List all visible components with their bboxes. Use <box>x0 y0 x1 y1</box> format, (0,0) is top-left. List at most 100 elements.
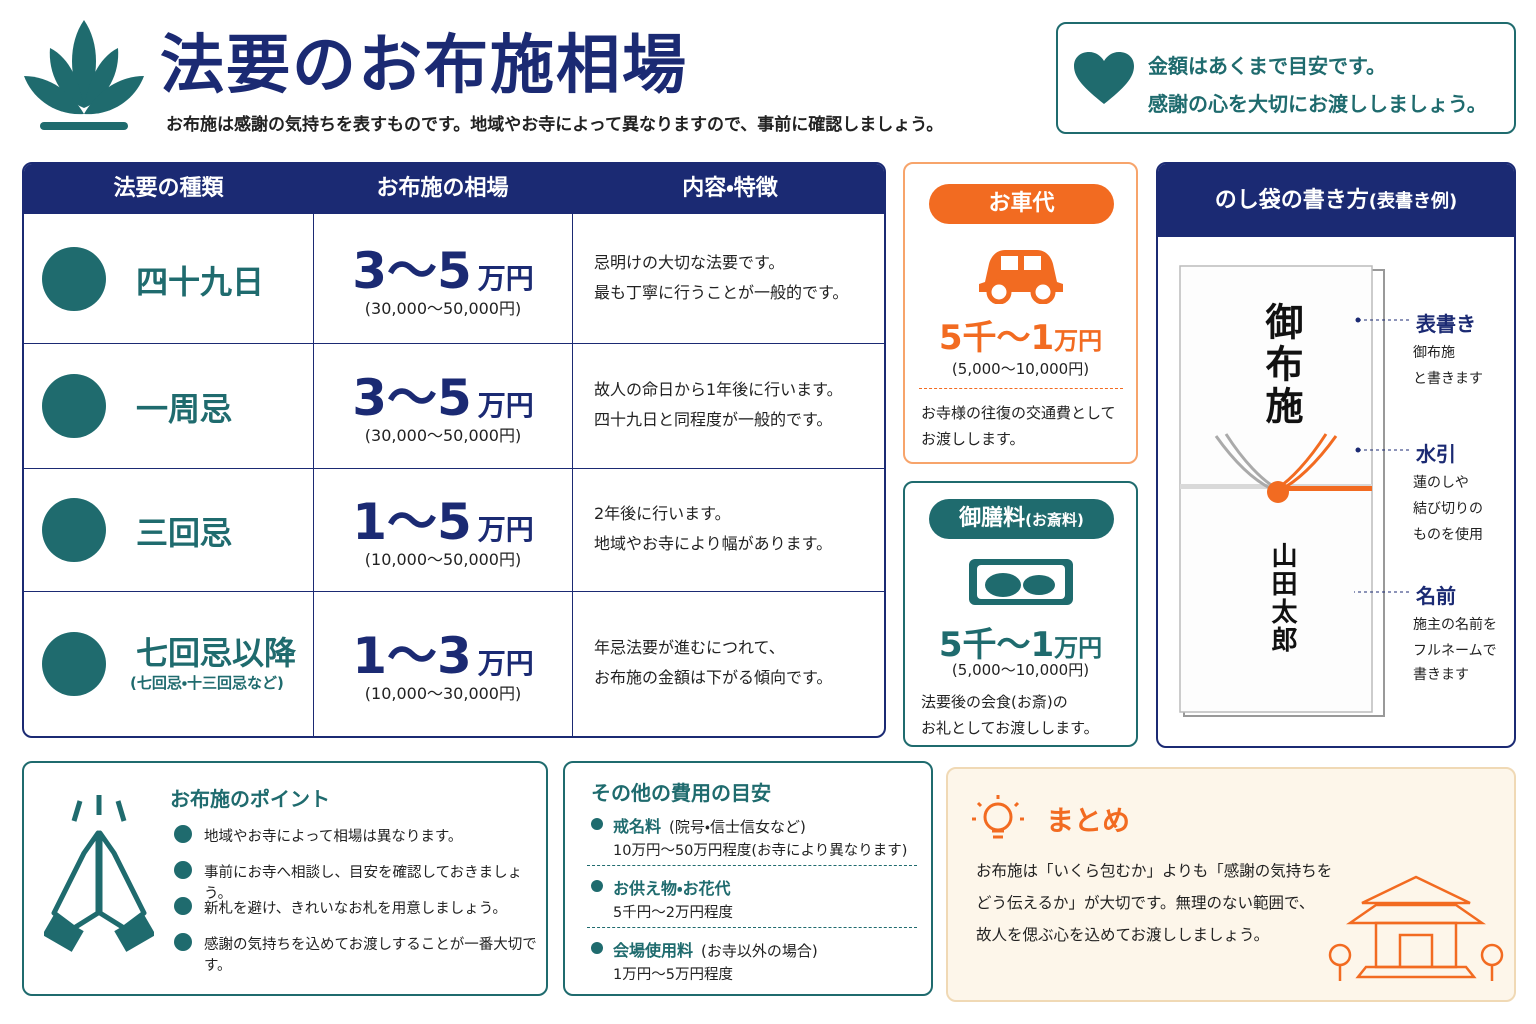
table-header: 法要の種類 <box>24 164 313 214</box>
subtitle: お布施は感謝の気持ちを表すものです。地域やお寺によって異なりますので、事前に確認… <box>166 115 944 135</box>
row-description: 年忌法要が進むにつれて、 <box>594 637 785 657</box>
row-amount: 3〜5 万円 <box>314 358 572 430</box>
envelope-name: 山田太郎 <box>1267 542 1297 654</box>
row-type-note: (七回忌・十三回忌など) <box>130 673 284 692</box>
annotation-leaders <box>1354 317 1412 593</box>
unit: 万円 <box>477 646 534 680</box>
heart-icon <box>1074 52 1134 104</box>
amount: 3〜5 <box>352 368 472 427</box>
meal-icon <box>969 559 1073 605</box>
check-icon <box>174 933 192 951</box>
costs-title: その他の費用の目安 <box>591 781 771 805</box>
row-description: 忌明けの大切な法要です。 <box>594 252 785 272</box>
meal-fee-box: 御膳料(お斎料) 5千〜1万円 (5,000〜10,000円) 法要後の会食(お… <box>903 481 1138 747</box>
point-item: 新札を避け、きれいなお札を用意しましょう。 <box>204 901 507 917</box>
unit: 万円 <box>477 261 534 295</box>
meal-fee-amount: 5千〜1万円 <box>905 617 1136 666</box>
cost-name: 戒名料 <box>613 817 662 836</box>
label-note: (お斎料) <box>1025 511 1084 529</box>
column-divider <box>313 164 314 736</box>
unit: 万円 <box>1054 634 1103 662</box>
annotation-text: と書きます <box>1413 371 1483 387</box>
row-icon <box>42 631 106 696</box>
car-fee-range: (5,000〜10,000円) <box>951 360 1090 378</box>
row-divider <box>24 343 884 344</box>
column-divider <box>572 164 573 736</box>
annotation-label: 水引 <box>1416 442 1456 466</box>
summary-box: まとめ お布施は「いくら包むか」よりも「感謝の気持ちを どう伝えるか」が大切です… <box>946 767 1516 1002</box>
praying-hands-icon <box>44 795 154 952</box>
row-type: 三回忌 <box>136 513 233 552</box>
cost-note: (お寺以外の場合) <box>701 942 818 960</box>
amount: 5千〜1 <box>938 318 1055 358</box>
point-item: 感謝の気持ちを込めてお渡しすることが一番大切です。 <box>204 937 537 974</box>
points-box: お布施のポイント 地域やお寺によって相場は異なります。事前にお寺へ相談し、目安を… <box>22 761 548 996</box>
annotation-text: 御布施 <box>1413 345 1455 361</box>
row-icon <box>42 373 106 438</box>
cost-name-line: 戒名料 (院号・信士信女など) <box>613 813 806 837</box>
car-fee-note: お寺様の往復の交通費として <box>921 404 1116 422</box>
meal-fee-note: 法要後の会食(お斎)の <box>921 693 1068 711</box>
row-range: (30,000〜50,000円) <box>364 298 522 318</box>
cost-detail: 1万円〜5万円程度 <box>613 967 733 983</box>
divider <box>587 927 917 928</box>
bullet <box>591 880 603 892</box>
annotation-text: 書きます <box>1413 667 1469 683</box>
car-icon <box>979 250 1063 304</box>
meal-fee-range: (5,000〜10,000円) <box>951 661 1090 679</box>
annotation-text: 結び切りの <box>1413 501 1483 517</box>
title-note: (表書き例) <box>1368 191 1458 212</box>
check-icon <box>174 861 192 879</box>
temple-icon <box>1328 875 1504 981</box>
row-description: 四十九日と同程度が一般的です。 <box>594 409 833 429</box>
car-fee-amount: 5千〜1万円 <box>905 310 1136 359</box>
lotus-logo <box>24 20 144 130</box>
divider <box>919 388 1123 389</box>
annotation-text: 蓮のしや <box>1413 475 1469 491</box>
cost-detail: 5千円〜2万円程度 <box>613 905 733 921</box>
cost-name-line: 会場使用料 (お寺以外の場合) <box>613 937 818 961</box>
meal-fee-label: 御膳料(お斎料) <box>929 499 1114 539</box>
car-fee-box: お車代 5千〜1万円 (5,000〜10,000円) お寺様の往復の交通費として… <box>903 162 1138 464</box>
divider <box>587 865 917 866</box>
row-icon <box>42 246 106 311</box>
table-header: 内容・特徴 <box>572 164 884 214</box>
row-amount: 1〜3 万円 <box>314 616 572 688</box>
row-description: 2年後に行います。 <box>594 503 731 523</box>
annotation-label: 表書き <box>1416 312 1476 336</box>
row-type: 四十九日 <box>136 262 265 301</box>
noshi-title: のし袋の書き方(表書き例) <box>1158 164 1514 237</box>
row-amount: 3〜5 万円 <box>314 231 572 303</box>
row-divider <box>24 591 884 592</box>
row-icon <box>42 497 106 562</box>
amount: 1〜5 <box>352 492 472 551</box>
row-range: (30,000〜50,000円) <box>364 425 522 445</box>
cost-name: 会場使用料 <box>613 941 694 960</box>
point-item: 事前にお寺へ相談し、目安を確認しておきましょう。 <box>204 865 523 902</box>
row-description: 地域やお寺により幅があります。 <box>594 533 833 553</box>
envelope-heading: 御布施 <box>1259 302 1304 428</box>
label: 御膳料 <box>959 506 1026 531</box>
points-title: お布施のポイント <box>170 787 330 811</box>
car-fee-label: お車代 <box>929 184 1114 224</box>
unit: 万円 <box>477 512 534 546</box>
cost-name: お供え物・お花代 <box>613 879 731 898</box>
annotation-label: 名前 <box>1416 584 1456 608</box>
row-range: (10,000〜50,000円) <box>364 549 522 569</box>
point-item: 地域やお寺によって相場は異なります。 <box>204 829 463 845</box>
check-icon <box>174 897 192 915</box>
notice-box: 金額はあくまで目安です。 感謝の心を大切にお渡ししましょう。 <box>1056 22 1516 134</box>
annotation-text: 施主の名前を <box>1413 617 1497 633</box>
costs-box: その他の費用の目安 戒名料 (院号・信士信女など) 10万円〜50万円程度(お寺によ… <box>563 761 933 996</box>
offering-table: 法要の種類 お布施の相場 内容・特徴 四十九日 3〜5 万円 (30,000〜50,0… <box>22 162 886 738</box>
cost-name-line: お供え物・お花代 <box>613 875 730 899</box>
row-type: 七回忌以降 <box>136 633 297 672</box>
bulb-icon <box>972 795 1024 839</box>
annotation-text: フルネームで <box>1413 643 1497 659</box>
row-description: お布施の金額は下がる傾向です。 <box>594 667 833 687</box>
meal-fee-note: お礼としてお渡しします。 <box>921 719 1099 737</box>
row-amount: 1〜5 万円 <box>314 482 572 554</box>
amount: 1〜3 <box>352 626 472 685</box>
table-header: お布施の相場 <box>313 164 572 214</box>
